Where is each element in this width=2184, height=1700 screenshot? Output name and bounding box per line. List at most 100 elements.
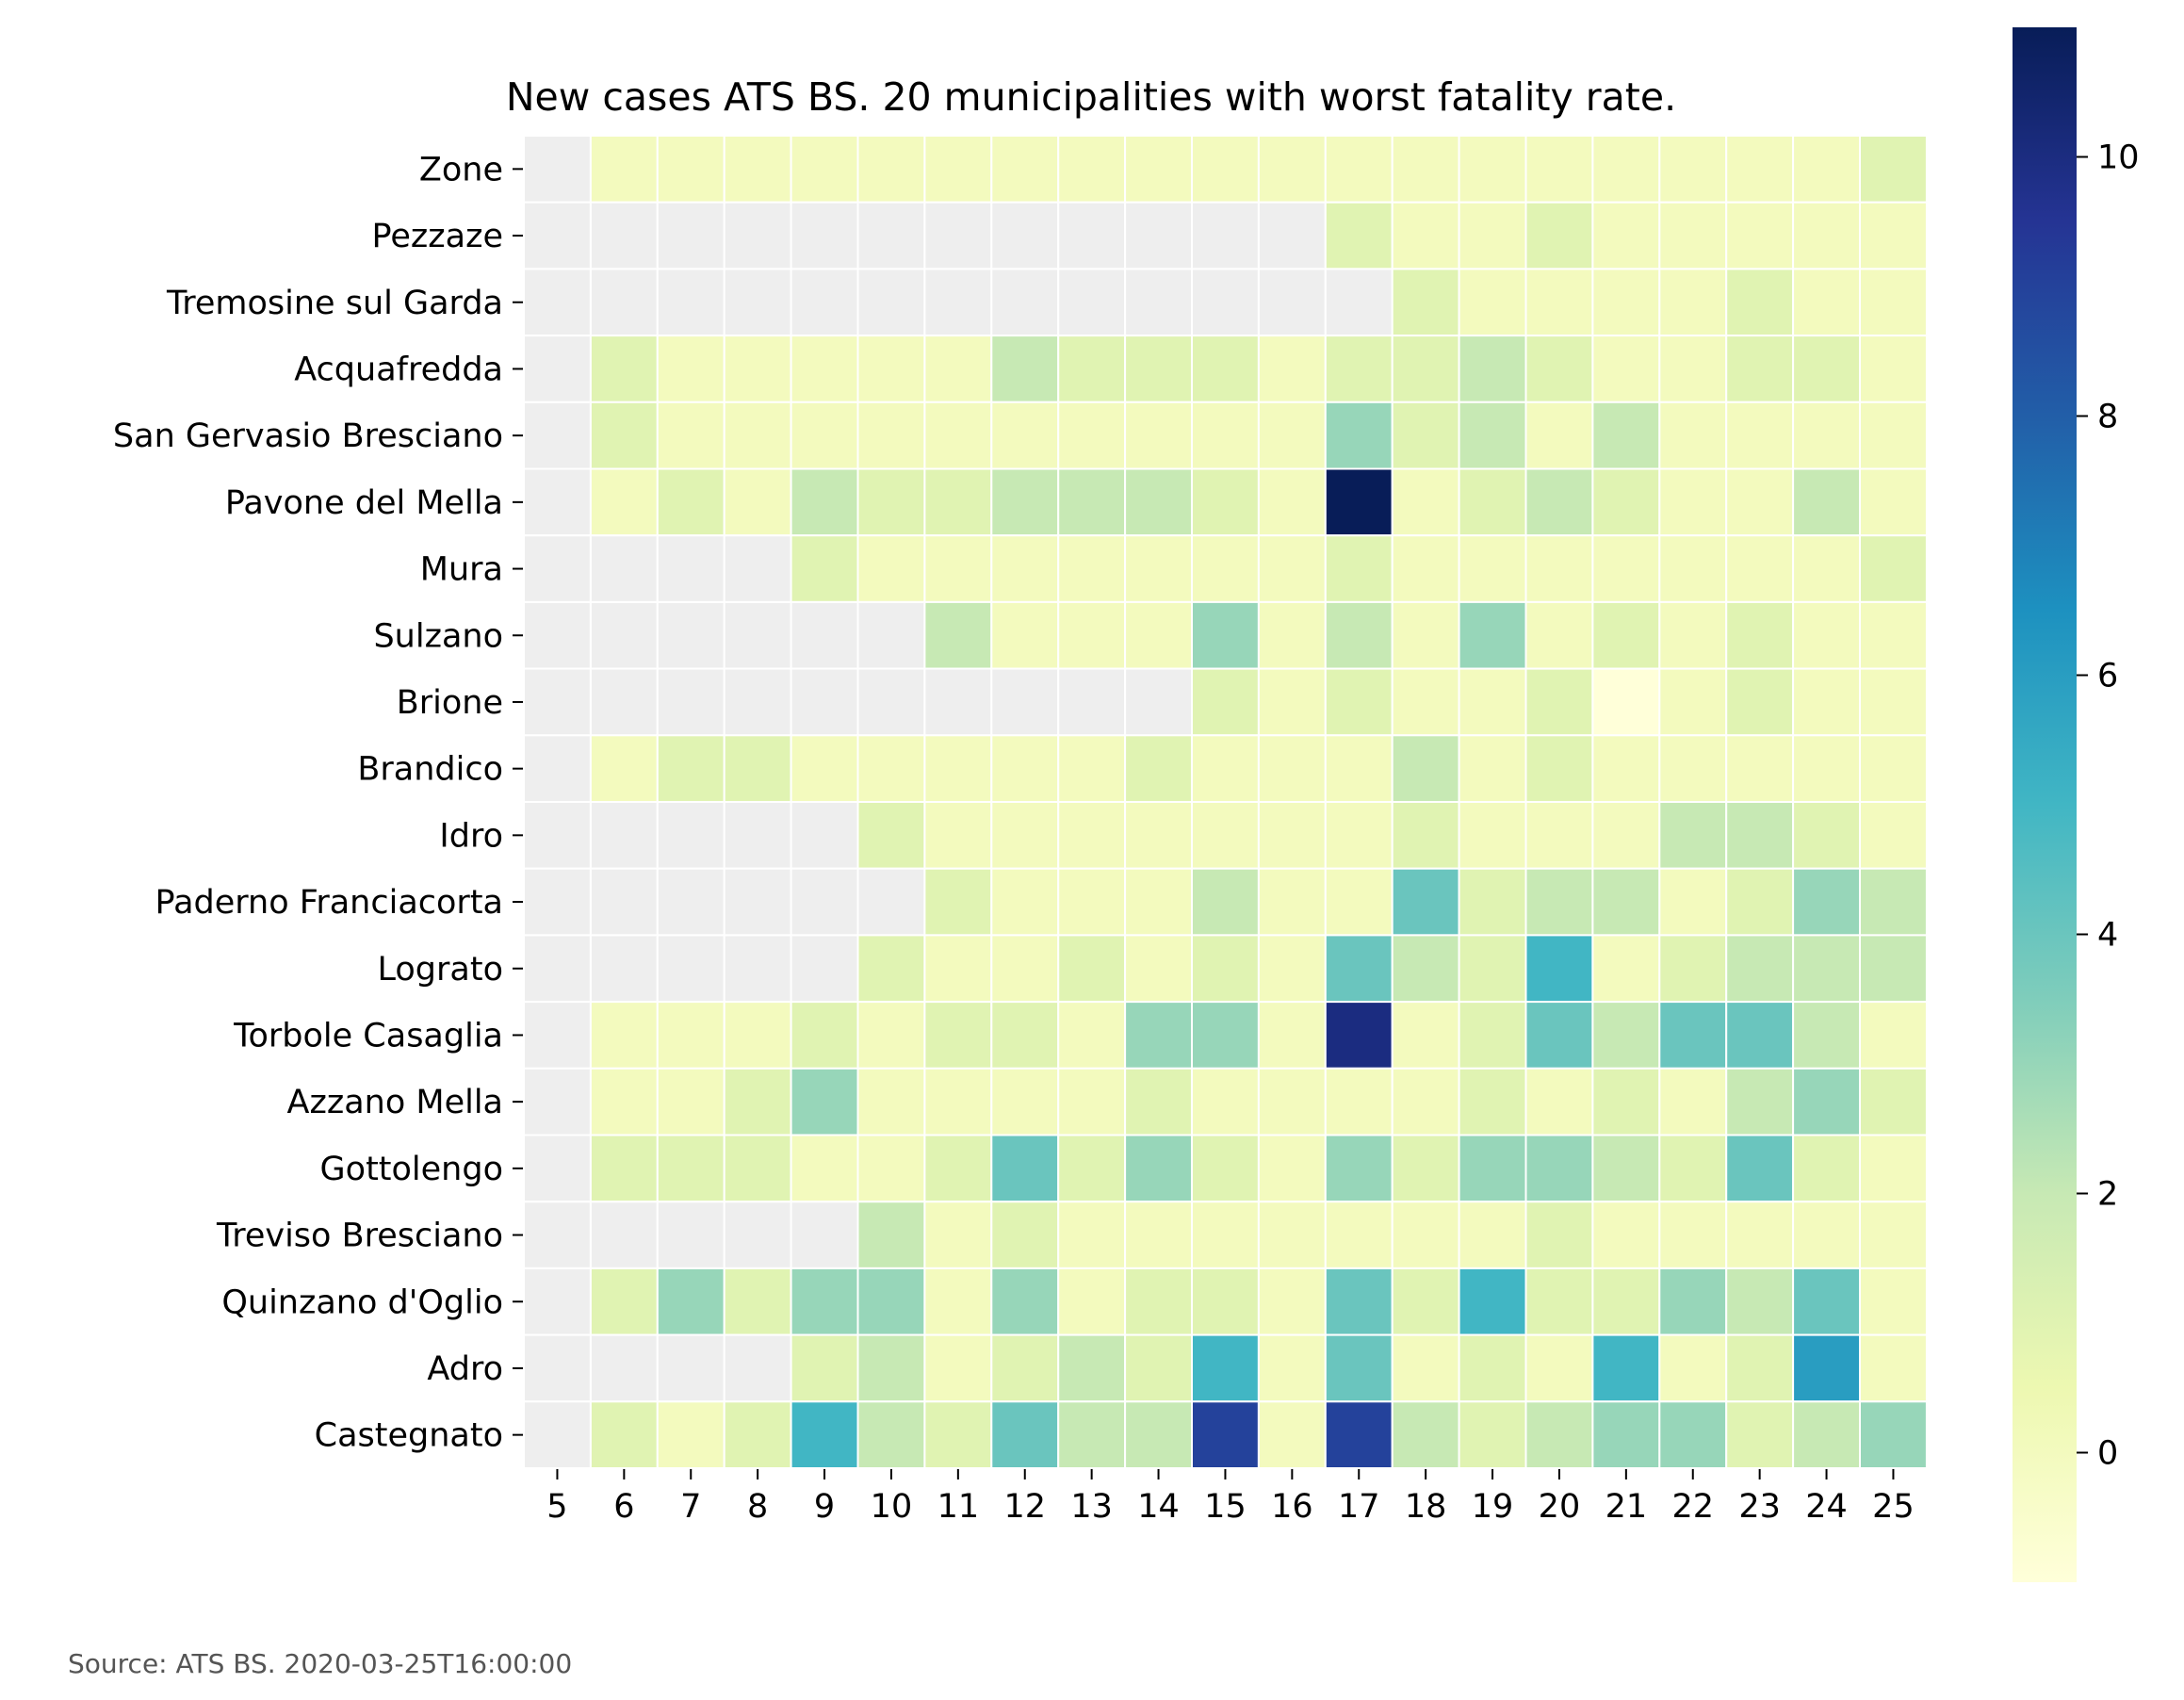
heatmap-cell (723, 867, 792, 937)
heatmap-cell (1324, 1001, 1394, 1070)
heatmap-cell (656, 335, 725, 403)
heatmap-cell (523, 335, 592, 403)
heatmap-cell (856, 135, 926, 204)
heatmap-cell (1591, 1201, 1661, 1269)
heatmap-cell (1591, 1400, 1661, 1470)
heatmap-cell (856, 467, 926, 537)
heatmap-cell (923, 867, 993, 937)
heatmap-cell (1792, 1067, 1861, 1136)
heatmap-cell (1124, 335, 1193, 403)
y-tick-label: Paderno Franciacorta (155, 884, 503, 922)
heatmap-cell (1658, 534, 1728, 603)
heatmap-cell (1057, 934, 1127, 1004)
heatmap-cell (523, 667, 592, 737)
heatmap-cell (1458, 1067, 1527, 1136)
x-tick-label: 5 (546, 1488, 567, 1526)
heatmap-cell (523, 734, 592, 803)
heatmap-cell (990, 600, 1060, 670)
heatmap-cell (1324, 667, 1394, 737)
heatmap-cell (856, 600, 926, 670)
heatmap-cell (1792, 268, 1861, 337)
heatmap-cell (656, 534, 725, 603)
y-tick-label: Adro (427, 1350, 503, 1388)
heatmap-cell (923, 1400, 993, 1470)
heatmap-cell (656, 201, 725, 270)
heatmap-cell (1524, 135, 1594, 204)
heatmap-cell (1057, 201, 1127, 270)
heatmap-cell (1391, 734, 1460, 803)
heatmap-cell (923, 1267, 993, 1336)
heatmap-cell (1524, 1333, 1594, 1403)
y-tick-label: Pavone del Mella (225, 484, 503, 522)
heatmap-cell (1257, 600, 1327, 670)
heatmap-cell (1057, 135, 1127, 204)
heatmap-cell (790, 867, 859, 937)
colorbar-ticks: 0 2 4 6 8 10 (2077, 139, 2140, 1473)
heatmap-cell (923, 534, 993, 603)
heatmap-cell (589, 534, 659, 603)
heatmap-cell (1458, 201, 1527, 270)
heatmap-cell (589, 1067, 659, 1136)
colorbar-tick-label: 6 (2097, 658, 2118, 695)
heatmap-cell (1658, 268, 1728, 337)
heatmap-cell (1391, 467, 1460, 537)
heatmap-cell (990, 667, 1060, 737)
y-tick-label: Lograto (378, 951, 504, 989)
heatmap-cell (1591, 600, 1661, 670)
heatmap-cell (1324, 268, 1394, 337)
y-tick-label: Torbole Casaglia (233, 1017, 503, 1054)
heatmap-cell (1859, 534, 1928, 603)
heatmap-cell (1324, 1267, 1394, 1336)
heatmap-cell (1191, 268, 1260, 337)
heatmap-cell (656, 400, 725, 470)
heatmap-cell (1658, 1333, 1728, 1403)
y-tick-label: Brandico (357, 751, 503, 789)
heatmap-cell (1257, 400, 1327, 470)
heatmap-cell (523, 268, 592, 337)
heatmap-cell (990, 1333, 1060, 1403)
heatmap-cell (1257, 467, 1327, 537)
heatmap-cell (1591, 801, 1661, 870)
heatmap-cell (990, 534, 1060, 603)
heatmap-cell (523, 801, 592, 870)
heatmap-cell (723, 734, 792, 803)
heatmap-cell (589, 867, 659, 937)
heatmap-cell (1324, 135, 1394, 204)
heatmap-cell (923, 1201, 993, 1269)
heatmap-cell (923, 934, 993, 1004)
x-tick-label: 17 (1338, 1488, 1380, 1526)
heatmap-cell (923, 201, 993, 270)
heatmap-cell (1591, 867, 1661, 937)
heatmap-cell (1391, 135, 1460, 204)
heatmap-cell (1458, 1267, 1527, 1336)
heatmap-cell (1057, 667, 1127, 737)
heatmap-cell (1725, 1001, 1795, 1070)
heatmap-cell (523, 1267, 592, 1336)
x-tick-label: 14 (1137, 1488, 1180, 1526)
heatmap-cell (1257, 1134, 1327, 1203)
heatmap-cell (1458, 934, 1527, 1004)
heatmap-cell (1658, 1001, 1728, 1070)
heatmap-cell (1391, 1001, 1460, 1070)
heatmap-cell (1391, 867, 1460, 937)
heatmap-cell (1591, 1333, 1661, 1403)
heatmap-cell (990, 1400, 1060, 1470)
heatmap-cell (1792, 201, 1861, 270)
heatmap-cell (1725, 1267, 1795, 1336)
heatmap-cell (1191, 534, 1260, 603)
heatmap-cell (790, 1267, 859, 1336)
heatmap-cell (856, 734, 926, 803)
x-tick-label: 8 (747, 1488, 768, 1526)
heatmap-cell (1324, 1400, 1394, 1470)
heatmap-cell (723, 467, 792, 537)
heatmap-cell (589, 467, 659, 537)
heatmap-cell (1391, 801, 1460, 870)
heatmap-cell (1725, 1067, 1795, 1136)
heatmap-cell (1191, 801, 1260, 870)
colorbar-tick-label: 0 (2097, 1435, 2118, 1473)
x-tick-label: 18 (1405, 1488, 1447, 1526)
heatmap-cell (1591, 934, 1661, 1004)
heatmap-cell (1792, 734, 1861, 803)
heatmap-cell (856, 1333, 926, 1403)
heatmap-cell (656, 1333, 725, 1403)
